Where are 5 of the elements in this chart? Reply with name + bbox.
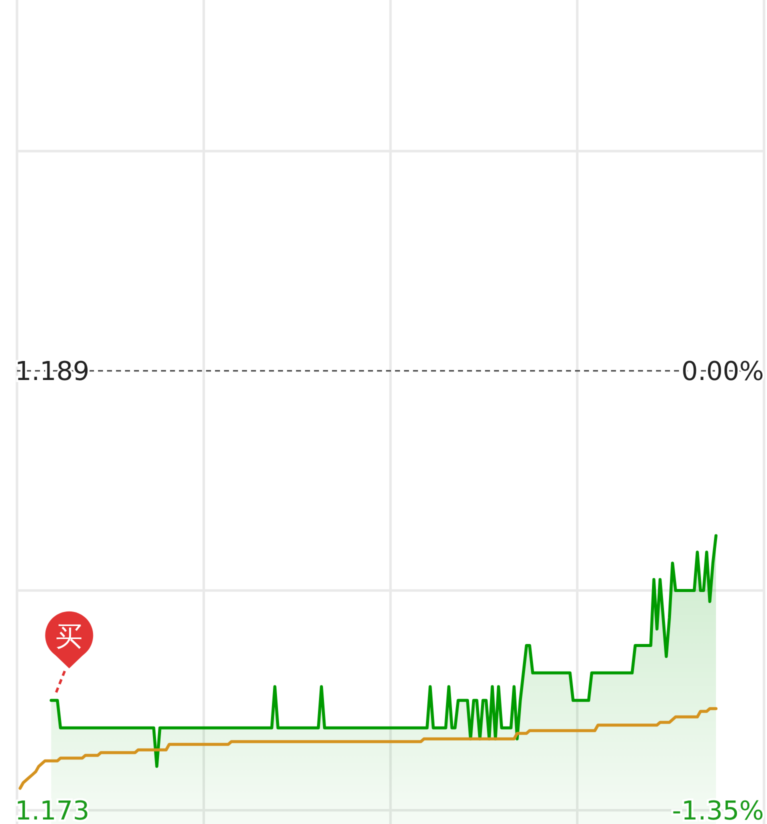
y-tick-label: 1.189 bbox=[15, 356, 90, 387]
y2-tick-label: -1.35% bbox=[672, 796, 764, 824]
annotation: 买 bbox=[56, 621, 83, 652]
y2-tick-label: 0.00% bbox=[681, 356, 764, 387]
y-tick-label: 1.173 bbox=[15, 796, 90, 824]
